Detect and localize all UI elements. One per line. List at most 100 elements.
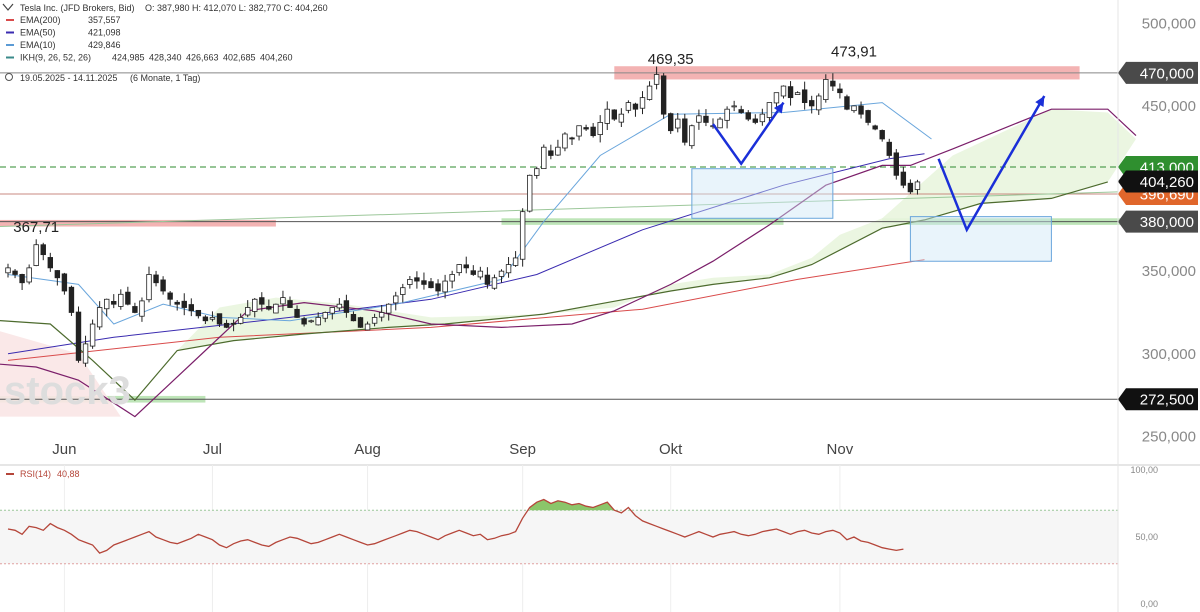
candle-body bbox=[153, 274, 159, 284]
candle-body bbox=[160, 279, 166, 292]
candle-body bbox=[498, 270, 505, 277]
candle bbox=[837, 83, 843, 99]
candle bbox=[816, 93, 822, 115]
candle bbox=[400, 283, 406, 303]
candle bbox=[343, 294, 350, 318]
interval-label: (6 Monate, 1 Tag) bbox=[130, 73, 200, 83]
candle-body bbox=[639, 97, 646, 109]
candle-body bbox=[132, 306, 138, 313]
candle bbox=[491, 274, 498, 290]
candle-body bbox=[118, 293, 124, 307]
candles-layer bbox=[5, 66, 921, 367]
candle bbox=[160, 276, 166, 295]
candle-body bbox=[378, 312, 385, 318]
candle-body bbox=[364, 323, 371, 331]
candle bbox=[660, 73, 667, 119]
candle bbox=[689, 124, 695, 149]
watermark: stock3 bbox=[4, 369, 131, 413]
candle-body bbox=[590, 126, 596, 137]
candle bbox=[639, 91, 646, 115]
candle bbox=[266, 299, 272, 311]
price-tag-bg bbox=[1118, 170, 1198, 193]
trend-arrow bbox=[711, 101, 785, 166]
candle-body bbox=[872, 125, 878, 130]
trend-line bbox=[0, 191, 1119, 228]
candle-body bbox=[675, 118, 681, 129]
candle bbox=[759, 108, 766, 126]
candle bbox=[132, 302, 138, 314]
candle-body bbox=[625, 102, 632, 111]
candle-body bbox=[167, 292, 173, 300]
candle bbox=[146, 266, 152, 303]
candle bbox=[731, 100, 737, 112]
candle bbox=[153, 270, 159, 287]
candle bbox=[724, 106, 730, 129]
candle-body bbox=[442, 280, 448, 293]
candle bbox=[519, 208, 526, 267]
candle-body bbox=[407, 279, 413, 285]
ema50-line bbox=[7, 153, 925, 355]
candle bbox=[308, 319, 314, 324]
candle-body bbox=[188, 304, 194, 312]
candle-body bbox=[75, 311, 82, 361]
candle-body bbox=[682, 118, 688, 143]
candle bbox=[371, 313, 378, 327]
candle-body bbox=[252, 298, 258, 312]
candle bbox=[230, 319, 237, 332]
candle-body bbox=[823, 79, 829, 100]
price-tag-label: 272,500 bbox=[1140, 392, 1194, 409]
candle bbox=[583, 124, 589, 131]
candle bbox=[350, 311, 357, 322]
candle-body bbox=[146, 274, 152, 301]
candle bbox=[717, 117, 723, 129]
candle-body bbox=[597, 122, 603, 135]
candle-body bbox=[555, 146, 561, 156]
candle-body bbox=[350, 313, 357, 322]
candle bbox=[209, 311, 216, 322]
candle-body bbox=[280, 297, 286, 305]
candle bbox=[844, 94, 850, 111]
candle-body bbox=[329, 307, 335, 314]
candle bbox=[336, 298, 343, 311]
candle-body bbox=[393, 295, 399, 304]
candle-body bbox=[562, 133, 568, 149]
candle-body bbox=[512, 257, 519, 266]
candle-body bbox=[801, 89, 808, 103]
cloud-fill bbox=[0, 109, 1136, 401]
candle-body bbox=[449, 274, 455, 282]
candle bbox=[456, 264, 462, 276]
candle-body bbox=[632, 103, 639, 110]
clock-icon bbox=[5, 73, 13, 81]
candle bbox=[315, 312, 321, 326]
candle-body bbox=[435, 283, 441, 292]
candle bbox=[167, 290, 173, 306]
rsi-tick-label: 0,00 bbox=[1140, 599, 1158, 609]
candle bbox=[914, 179, 921, 195]
price-tag: 470,000 bbox=[1118, 61, 1198, 84]
candle bbox=[5, 263, 11, 278]
candle-body bbox=[858, 105, 864, 115]
candle-body bbox=[195, 309, 202, 317]
candle-body bbox=[174, 301, 180, 305]
candle-body bbox=[216, 313, 223, 325]
candle-body bbox=[766, 102, 773, 118]
y-tick-label: 350,000 bbox=[1142, 263, 1196, 280]
candle-body bbox=[745, 112, 751, 120]
candle bbox=[668, 112, 674, 134]
candle-body bbox=[12, 270, 18, 275]
price-tag: 272,500 bbox=[1118, 388, 1198, 411]
candle bbox=[477, 266, 484, 280]
candle-body bbox=[689, 125, 695, 147]
price-axis: 500,000 450,000 350,000 300,000 250,000 bbox=[1142, 15, 1196, 445]
peak-label: 469,35 bbox=[648, 51, 694, 68]
candle bbox=[576, 125, 582, 141]
candle bbox=[26, 264, 32, 285]
rsi-tick-label: 50,00 bbox=[1135, 532, 1158, 542]
candle bbox=[449, 270, 455, 289]
price-tag-bg bbox=[1118, 61, 1198, 84]
chevron-down-icon[interactable] bbox=[2, 3, 14, 11]
candle-body bbox=[456, 264, 462, 274]
candle-body bbox=[89, 323, 96, 347]
candle bbox=[435, 279, 441, 297]
candle bbox=[301, 316, 307, 327]
